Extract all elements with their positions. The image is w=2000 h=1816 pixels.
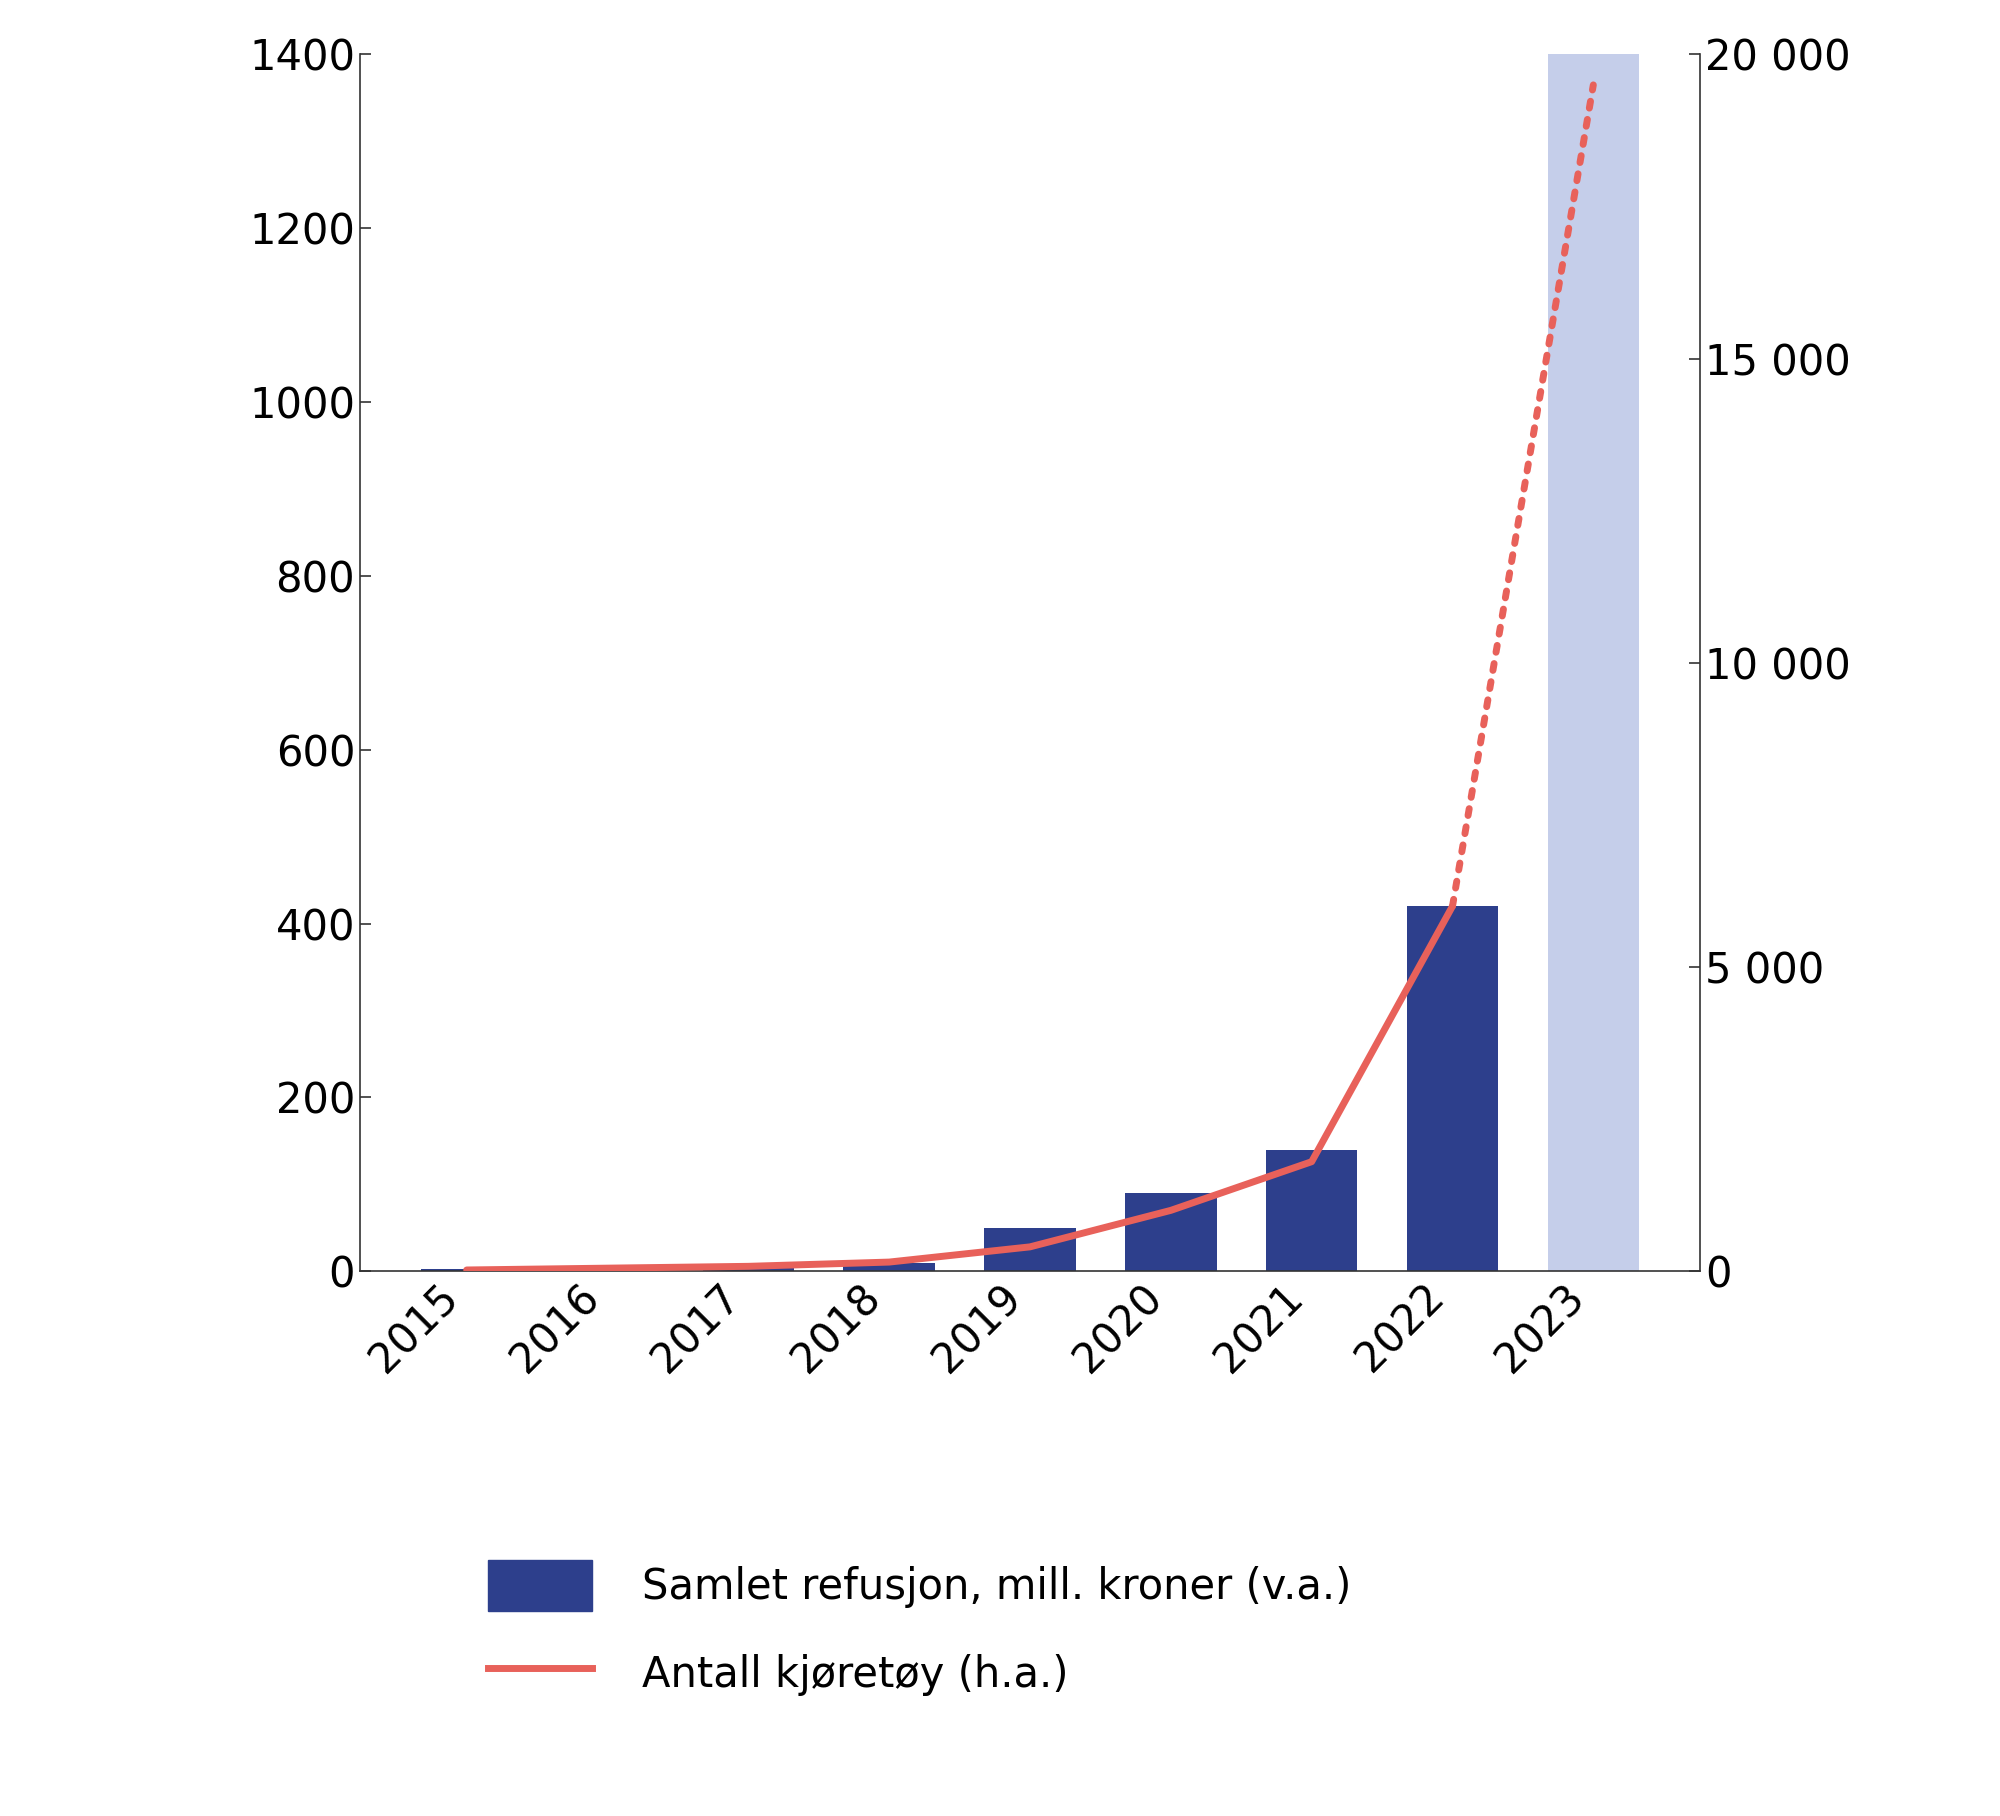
Bar	[702, 1268, 794, 1271]
Bar	[984, 1228, 1076, 1271]
Bar	[1126, 1193, 1216, 1271]
Bar	[1406, 906, 1498, 1271]
Bar	[844, 1262, 934, 1271]
Bar	[1548, 54, 1640, 1271]
Bar	[1266, 1150, 1358, 1271]
Bar	[562, 1269, 654, 1271]
Legend: Samlet refusjon, mill. kroner (v.a.), Antall kjøretøy (h.a.): Samlet refusjon, mill. kroner (v.a.), An…	[488, 1560, 1352, 1700]
